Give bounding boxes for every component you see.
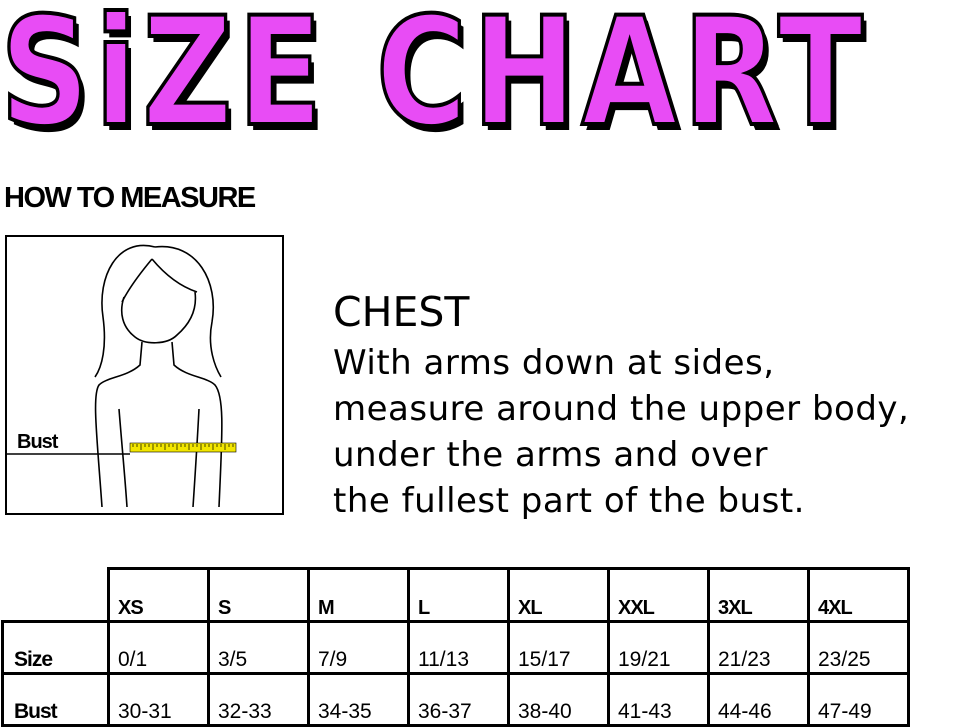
header-cell: 4XL xyxy=(807,567,910,623)
table-cell: 38-40 xyxy=(507,672,610,727)
corner-cell xyxy=(2,568,110,623)
row-label: Size xyxy=(1,620,110,675)
bust-label: Bust xyxy=(17,431,59,453)
table-cell: 23/25 xyxy=(807,620,910,675)
table-cell: 47-49 xyxy=(807,672,910,727)
table-row: Size 0/1 3/5 7/9 11/13 15/17 19/21 21/23… xyxy=(1,620,910,675)
table-cell: 32-33 xyxy=(207,672,310,727)
header-cell: XL xyxy=(507,567,610,623)
table-cell: 44-46 xyxy=(707,672,810,727)
woman-figure-icon: Bust xyxy=(7,244,237,508)
header-cell: XXL xyxy=(607,567,710,623)
measuring-tape-icon xyxy=(129,442,237,453)
instruction-line: With arms down at sides, xyxy=(333,343,775,383)
table-cell: 15/17 xyxy=(507,620,610,675)
header-cell: L xyxy=(407,567,510,623)
table-cell: 7/9 xyxy=(307,620,410,675)
table-cell: 19/21 xyxy=(607,620,710,675)
table-cell: 11/13 xyxy=(407,620,510,675)
chest-instructions: With arms down at sides, measure around … xyxy=(333,340,909,524)
table-cell: 41-43 xyxy=(607,672,710,727)
how-to-measure-heading: HOW TO MEASURE xyxy=(4,182,256,214)
instruction-line: under the arms and over xyxy=(333,435,768,475)
table-cell: 21/23 xyxy=(707,620,810,675)
page-title: SiZE CHART xyxy=(0,0,868,162)
table-cell: 30-31 xyxy=(107,672,210,727)
table-cell: 34-35 xyxy=(307,672,410,727)
header-cell: S xyxy=(207,567,310,623)
table-cell: 0/1 xyxy=(107,620,210,675)
header-cell: XS xyxy=(107,567,210,623)
chest-heading: CHEST xyxy=(333,288,470,336)
header-cell: 3XL xyxy=(707,567,810,623)
instruction-line: the fullest part of the bust. xyxy=(333,481,805,521)
measure-illustration: Bust xyxy=(5,235,284,515)
instruction-line: measure around the upper body, xyxy=(333,389,910,429)
table-cell: 36-37 xyxy=(407,672,510,727)
header-cell: M xyxy=(307,567,410,623)
table-cell: 3/5 xyxy=(207,620,310,675)
row-label: Bust xyxy=(1,672,110,727)
size-table: XS S M L XL XXL 3XL 4XL Size 0/1 3/5 7/9… xyxy=(1,567,910,727)
table-row: Bust 30-31 32-33 34-35 36-37 38-40 41-43… xyxy=(1,672,910,727)
header-row: XS S M L XL XXL 3XL 4XL xyxy=(2,567,910,623)
